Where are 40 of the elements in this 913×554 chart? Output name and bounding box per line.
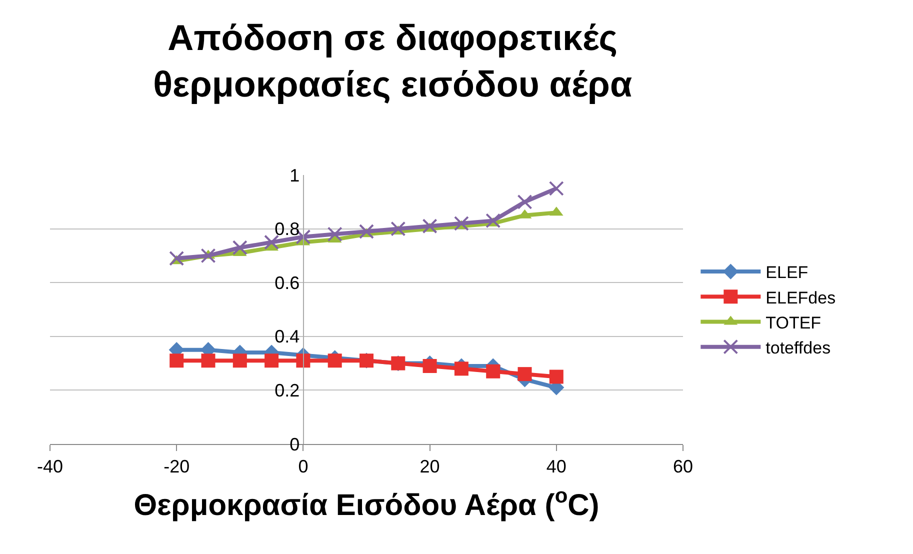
x-tick-label: 20 xyxy=(420,456,440,477)
point xyxy=(359,224,374,239)
x-axis-title: Θερμοκρασία Εισόδου Αέρα ($^{o}$C) xyxy=(134,484,600,522)
point xyxy=(327,226,342,242)
point xyxy=(486,364,500,378)
x-tick-label: 40 xyxy=(546,456,566,477)
x-tick-label: -40 xyxy=(36,456,64,477)
point xyxy=(201,354,216,368)
y-tick-label: 0.2 xyxy=(274,380,300,400)
y-tick-label: 0.8 xyxy=(274,219,300,240)
point xyxy=(264,234,280,250)
y-tick-label: 0 xyxy=(290,434,300,454)
legend-label: ELEFdes xyxy=(766,288,836,308)
point xyxy=(548,180,564,196)
point xyxy=(422,218,438,234)
y-tick-label: 0.6 xyxy=(274,272,300,293)
point xyxy=(232,354,247,368)
point xyxy=(264,354,279,368)
point xyxy=(390,221,406,236)
legend-label: TOTEF xyxy=(766,313,822,332)
point xyxy=(549,370,564,384)
point xyxy=(232,240,248,256)
legend-label: toteffdes xyxy=(766,338,831,358)
point xyxy=(200,248,216,264)
point xyxy=(169,250,184,266)
legend-label: ELEF xyxy=(766,263,808,282)
y-tick-label: 0.4 xyxy=(274,326,300,347)
point xyxy=(422,358,437,373)
point xyxy=(454,216,469,231)
point xyxy=(486,213,501,228)
x-tick-label: 60 xyxy=(672,456,694,477)
chart-title: Απόδοση σε διαφορετικές θερμοκρασίες εισόδου αέρα xyxy=(153,16,632,105)
point xyxy=(296,354,310,368)
y-tick-label: 1 xyxy=(290,165,300,186)
point xyxy=(328,354,342,368)
x-tick-label: -20 xyxy=(164,456,190,477)
point xyxy=(454,362,468,376)
point xyxy=(170,354,184,368)
point xyxy=(517,194,532,210)
point xyxy=(518,367,532,382)
